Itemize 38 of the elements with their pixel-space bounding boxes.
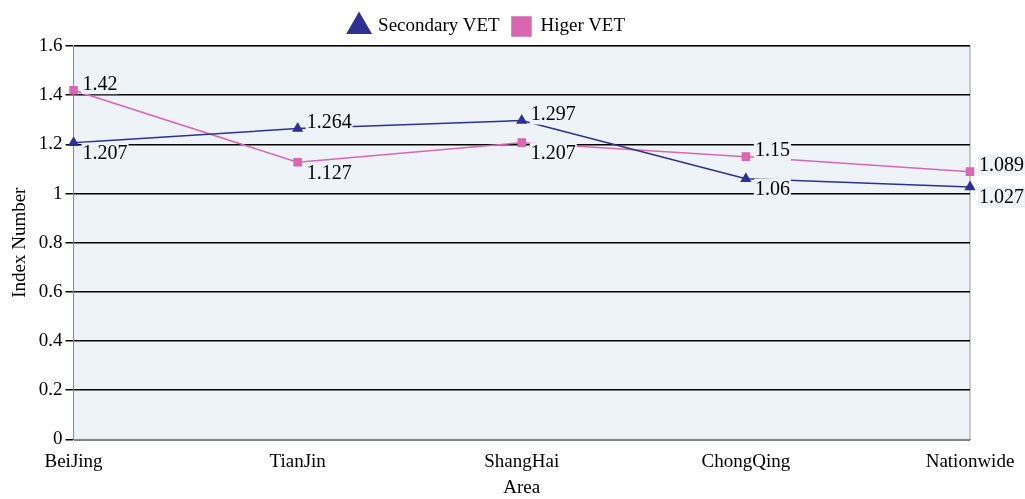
point bbox=[292, 122, 303, 132]
x-tick-label: Nationwide bbox=[925, 449, 1015, 471]
data-label: 1.264 bbox=[306, 109, 352, 132]
point bbox=[516, 114, 527, 124]
data-label: 1.297 bbox=[530, 101, 576, 124]
x-tick-label: ChongQing bbox=[701, 449, 791, 471]
y-tick-label: 0 bbox=[53, 427, 63, 449]
point bbox=[69, 85, 78, 95]
y-tick-label: 0.4 bbox=[38, 329, 64, 351]
x-tick-label: TianJin bbox=[269, 449, 327, 471]
point bbox=[293, 158, 302, 167]
legend-label: Secondary VET bbox=[378, 14, 501, 36]
point bbox=[741, 152, 751, 161]
data-label: 1.06 bbox=[754, 177, 790, 200]
y-tick-label: 1 bbox=[53, 181, 63, 203]
data-label: 1.15 bbox=[754, 137, 790, 160]
x-axis-title: Area bbox=[503, 475, 541, 497]
point bbox=[965, 167, 975, 176]
data-label: 1.027 bbox=[979, 185, 1024, 208]
point bbox=[68, 136, 79, 146]
y-tick-label: 0.6 bbox=[38, 279, 63, 301]
data-label: 1.089 bbox=[979, 152, 1024, 175]
point bbox=[964, 181, 976, 191]
y-axis-title: Index Number bbox=[8, 186, 30, 298]
y-tick-label: 1.4 bbox=[38, 83, 64, 105]
x-tick-label: BeiJing bbox=[44, 449, 104, 471]
y-tick-label: 1.6 bbox=[38, 33, 63, 55]
point bbox=[517, 138, 527, 147]
y-tick-label: 0.2 bbox=[38, 378, 63, 400]
data-label: 1.207 bbox=[530, 140, 576, 163]
y-tick-label: 0.8 bbox=[38, 230, 63, 252]
data-label: 1.42 bbox=[82, 71, 118, 94]
point bbox=[740, 173, 751, 183]
data-label: 1.207 bbox=[82, 140, 128, 163]
x-tick-label: ShangHai bbox=[484, 449, 560, 471]
y-tick-label: 1.2 bbox=[38, 132, 63, 154]
legend-label: Higer VET bbox=[540, 14, 626, 36]
data-label: 1.127 bbox=[306, 160, 352, 183]
